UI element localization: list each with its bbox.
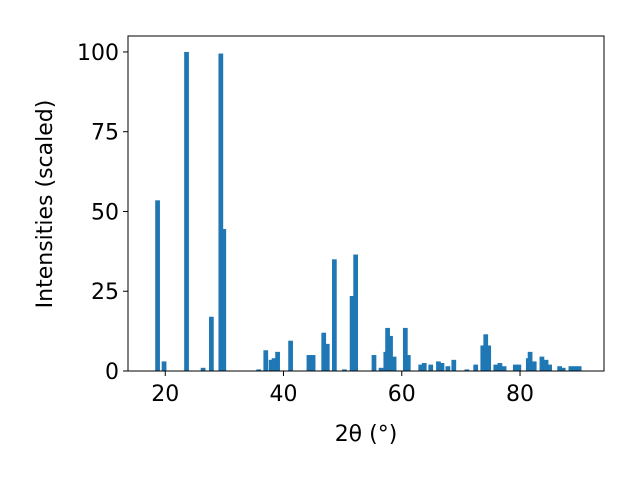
bar <box>349 296 355 371</box>
bar <box>405 355 411 371</box>
bar <box>161 361 167 371</box>
bar <box>451 359 457 371</box>
bar <box>557 366 563 371</box>
bar <box>218 53 224 372</box>
bar <box>560 367 566 371</box>
y-tick-label: 75 <box>91 121 119 146</box>
plot-frame <box>127 35 605 372</box>
bar <box>275 351 280 371</box>
bar <box>200 367 206 371</box>
bar <box>418 364 424 371</box>
y-tick-label: 100 <box>77 41 119 66</box>
bar <box>221 229 227 371</box>
bar <box>271 358 277 371</box>
bar <box>342 369 347 371</box>
bar <box>501 366 507 371</box>
bar <box>531 361 537 371</box>
bar <box>388 335 393 371</box>
bar <box>263 350 269 371</box>
bar <box>497 363 503 371</box>
bar <box>445 366 451 371</box>
y-axis-label: Intensities (scaled) <box>33 100 58 309</box>
bar <box>402 327 408 371</box>
bar <box>324 343 330 371</box>
bar <box>391 356 397 371</box>
y-tick-label: 50 <box>91 200 119 225</box>
bar <box>572 366 578 371</box>
y-tick-label: 25 <box>91 280 119 305</box>
bar <box>576 366 582 371</box>
bar <box>371 355 377 371</box>
bar <box>353 254 359 371</box>
bar <box>209 316 214 371</box>
bar <box>480 345 486 371</box>
x-tick-label: 20 <box>151 382 179 407</box>
bar <box>332 259 337 371</box>
bar <box>385 327 390 371</box>
bar <box>155 200 160 371</box>
bar <box>486 345 492 371</box>
bar <box>268 359 274 371</box>
bar <box>306 355 312 371</box>
bar <box>483 334 489 371</box>
bar <box>184 51 189 371</box>
x-tick-label: 80 <box>506 382 534 407</box>
bar <box>288 340 293 371</box>
bar <box>256 369 262 371</box>
bar <box>428 364 434 371</box>
bar <box>439 363 445 371</box>
bar <box>436 361 441 371</box>
bar <box>539 356 545 371</box>
bar <box>321 332 327 371</box>
bar <box>473 364 479 371</box>
y-tick-label: 0 <box>105 360 119 385</box>
x-tick-label: 60 <box>388 382 416 407</box>
bar <box>543 359 549 371</box>
bar <box>421 363 427 371</box>
bar <box>378 367 384 371</box>
bar <box>310 355 316 371</box>
bar <box>516 364 522 371</box>
x-tick-label: 40 <box>270 382 298 407</box>
x-axis-label: 2θ (°) <box>335 422 398 447</box>
bar <box>493 364 499 371</box>
bar <box>512 364 518 371</box>
bar <box>568 366 574 371</box>
bar <box>547 364 552 371</box>
bar <box>464 369 470 371</box>
bar <box>527 351 533 371</box>
